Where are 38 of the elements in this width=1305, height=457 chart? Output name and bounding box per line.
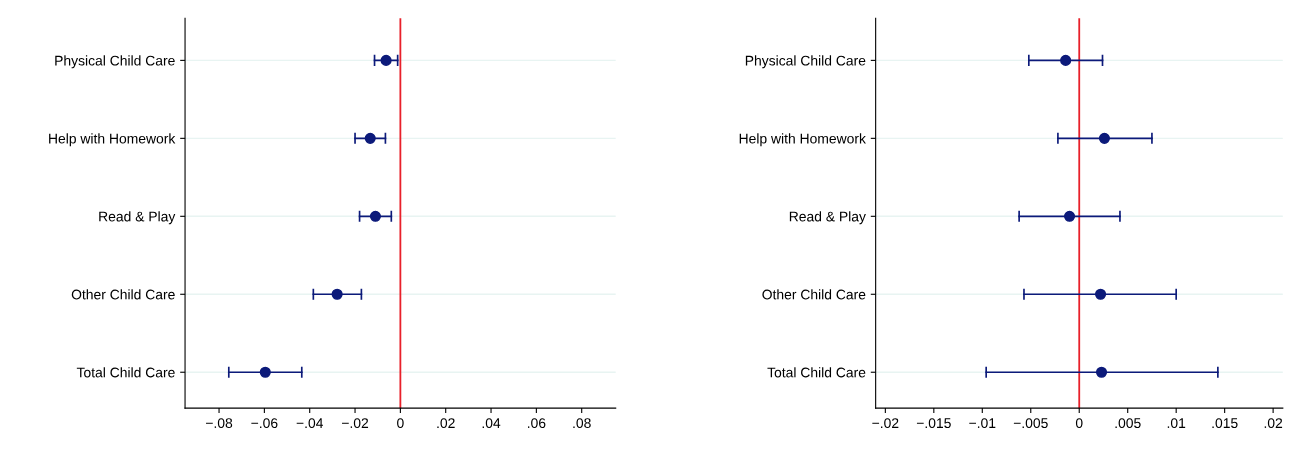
- point: [259, 366, 271, 378]
- point: [1098, 132, 1110, 144]
- x-tick-label: .01: [1167, 418, 1186, 429]
- x-tick-label: −.005: [1013, 418, 1048, 429]
- y-tick-label: Other Child Care: [762, 289, 866, 300]
- y-tick-label: Read & Play: [99, 211, 176, 225]
- x-tick-label: .08: [573, 418, 591, 429]
- x-tick-label: .015: [1212, 418, 1238, 429]
- point: [331, 288, 343, 300]
- x-tick-label: −.04: [296, 418, 324, 429]
- x-tick-label: 0: [1075, 418, 1083, 429]
- x-tick-label: −.01: [969, 418, 996, 429]
- x-tick-label: .06: [527, 418, 546, 429]
- y-tick-label: Physical Child Care: [745, 55, 866, 69]
- y-tick-label: Total Child Care: [76, 367, 175, 378]
- y-tick-label: Physical Child Care: [55, 55, 175, 69]
- x-tick-label: .005: [1115, 418, 1141, 429]
- y-tick-label: Read & Play: [789, 211, 866, 225]
- x-tick-label: −.08: [206, 418, 233, 429]
- x-tick-label: −.02: [342, 418, 369, 429]
- point: [380, 54, 392, 66]
- point: [364, 132, 376, 144]
- y-tick-label: Help with Homework: [49, 133, 176, 147]
- point: [1095, 288, 1107, 300]
- x-tick-label: .04: [482, 418, 501, 429]
- y-tick-label: Total Child Care: [767, 367, 866, 378]
- x-tick-label: −.06: [251, 418, 278, 429]
- y-tick-label: Help with Homework: [739, 133, 866, 147]
- x-tick-label: .02: [437, 418, 455, 429]
- point: [369, 210, 381, 222]
- point: [1063, 210, 1076, 222]
- x-tick-label: −.02: [872, 418, 899, 429]
- x-tick-label: .02: [1264, 418, 1283, 429]
- point: [1095, 366, 1108, 378]
- y-tick-label: Other Child Care: [71, 289, 175, 300]
- point: [1060, 54, 1072, 66]
- x-tick-label: 0: [397, 418, 404, 429]
- x-tick-label: −.015: [916, 418, 951, 429]
